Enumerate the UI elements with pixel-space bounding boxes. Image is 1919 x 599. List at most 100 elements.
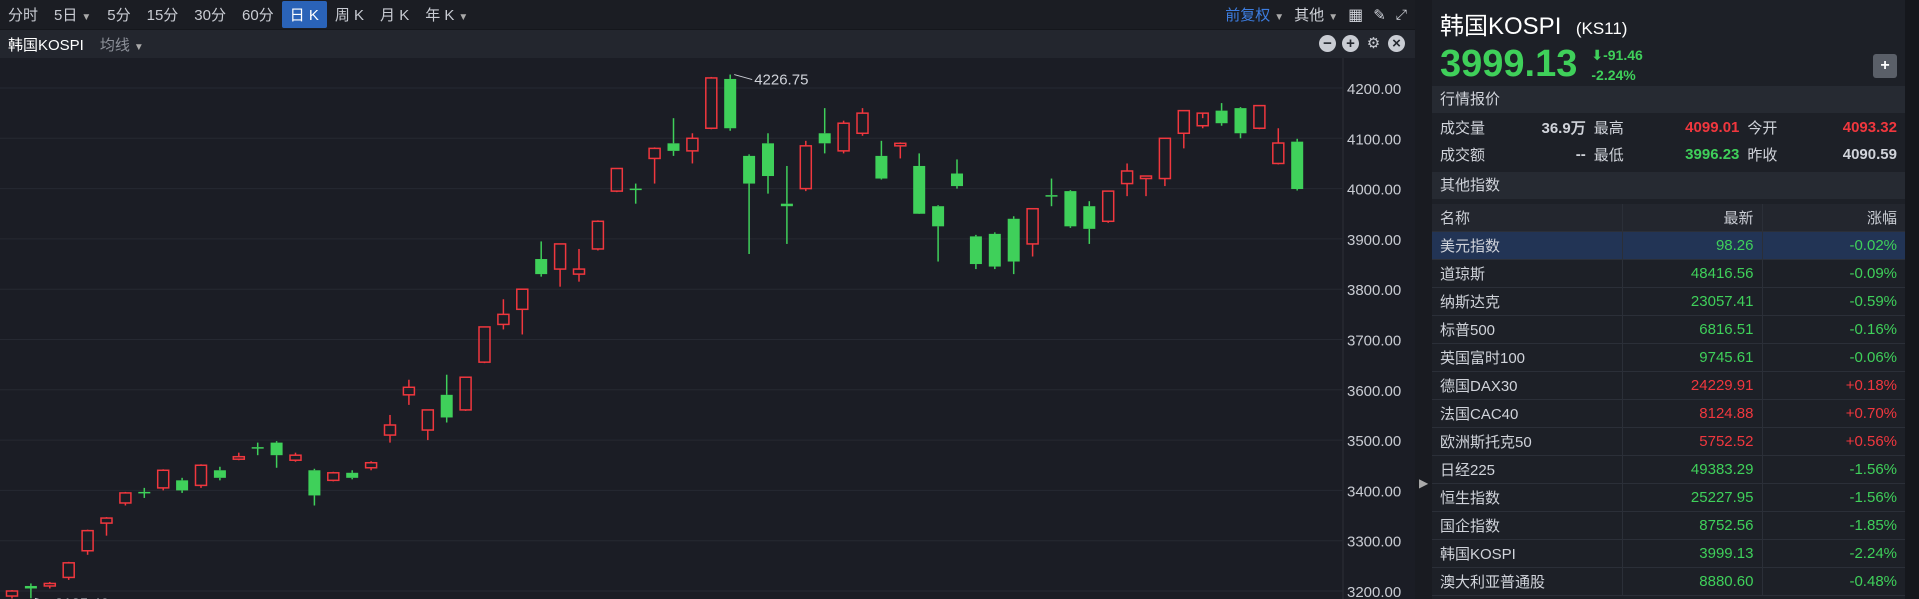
index-row[interactable]: 纳斯达克 23057.41 -0.59% <box>1432 287 1905 316</box>
index-latest: 23057.41 <box>1622 287 1763 316</box>
layout-grid-icon[interactable]: ▦ <box>1348 6 1364 24</box>
candle-body-down <box>346 472 359 478</box>
adjust-dropdown[interactable]: 前复权 ▼ <box>1225 4 1284 25</box>
y-tick-label: 3200.00 <box>1347 584 1401 599</box>
extreme-price-label: 3185.49 <box>55 595 109 599</box>
candle-body-down <box>988 233 1001 267</box>
index-change: -0.09% <box>1762 259 1905 288</box>
index-name: 欧洲斯托克50 <box>1432 427 1623 456</box>
index-row[interactable]: 澳大利亚普通股 8880.60 -0.48% <box>1432 567 1905 596</box>
y-tick-label: 3300.00 <box>1347 534 1401 551</box>
other-dropdown[interactable]: 其他 ▼ <box>1294 4 1338 25</box>
panel-collapse-gutter[interactable]: ▶ <box>1415 0 1432 599</box>
fullscreen-icon[interactable]: ⤢ <box>1395 6 1407 22</box>
chart-symbol: 韩国KOSPI <box>8 36 84 54</box>
candle-body-down <box>629 188 642 191</box>
index-change: -2.24% <box>1762 539 1905 568</box>
index-row[interactable]: 德国DAX30 24229.91 +0.18% <box>1432 371 1905 400</box>
zoom-in-icon[interactable]: + <box>1342 35 1359 52</box>
candle-body-up <box>705 77 718 129</box>
close-icon[interactable]: × <box>1388 35 1405 52</box>
period-tab[interactable]: 30分 <box>186 1 234 28</box>
candle-body-up <box>894 142 907 147</box>
index-name: 澳大利亚普通股 <box>1432 567 1623 596</box>
index-name: 标普500 <box>1432 315 1623 344</box>
gear-icon[interactable]: ⚙ <box>1366 35 1381 52</box>
other-indices-title: 其他指数 <box>1432 172 1905 199</box>
indicator-dropdown[interactable]: 均线 ▼ <box>100 34 144 55</box>
period-tab[interactable]: 周 K <box>327 1 372 28</box>
period-tab[interactable]: 5日 ▼ <box>46 1 99 28</box>
index-row[interactable]: 欧洲斯托克50 5752.52 +0.56% <box>1432 427 1905 456</box>
index-change: -0.06% <box>1762 343 1905 372</box>
index-row[interactable]: 美元指数 98.26 -0.02% <box>1432 231 1905 260</box>
period-label: 5日 <box>54 7 78 24</box>
candle-body-down <box>440 394 453 418</box>
candlestick-chart[interactable]: 3200.00 3300.00 3400.00 3500.00 3600.00 3700.… <box>0 58 1415 599</box>
brush-icon[interactable]: ✎ <box>1373 6 1386 24</box>
chevron-down-icon: ▼ <box>133 41 144 53</box>
quote-row: 成交额 -- 最低 3996.23 昨收 4090.59 <box>1432 141 1905 168</box>
index-row[interactable]: 标普500 6816.51 -0.16% <box>1432 315 1905 344</box>
col-name[interactable]: 名称 <box>1432 204 1623 232</box>
index-row[interactable]: 法国CAC40 8124.88 +0.70% <box>1432 399 1905 428</box>
period-tab[interactable]: 年 K ▼ <box>417 1 476 28</box>
index-row[interactable]: 恒生指数 25227.95 -1.56% <box>1432 483 1905 512</box>
candle-body-up <box>459 376 472 411</box>
candle-body-down <box>1234 108 1247 134</box>
period-label: 5分 <box>107 7 131 24</box>
annotation-arrow <box>734 74 753 81</box>
period-tab[interactable]: 分时 <box>0 1 46 28</box>
candle-body-up <box>289 454 302 461</box>
candle-body-down <box>969 236 982 265</box>
index-latest: 8880.60 <box>1622 567 1763 596</box>
index-change: +0.18% <box>1762 371 1905 400</box>
period-tab[interactable]: 60分 <box>234 1 282 28</box>
period-tab[interactable]: 15分 <box>139 1 187 28</box>
candle-body-down <box>1045 195 1058 197</box>
expand-arrow-icon[interactable]: ▶ <box>1419 476 1429 490</box>
index-name: 德国DAX30 <box>1432 371 1623 400</box>
candle-body-down <box>875 155 888 179</box>
quote-value: -- <box>1575 146 1586 163</box>
period-tab[interactable]: 5分 <box>99 1 138 28</box>
candle-body-up <box>856 112 869 135</box>
col-change[interactable]: 涨幅 <box>1762 204 1905 232</box>
candle-body-down <box>724 78 737 129</box>
index-latest: 49383.29 <box>1622 455 1763 484</box>
index-row[interactable]: 道琼斯 48416.56 -0.09% <box>1432 259 1905 288</box>
index-name: 国企指数 <box>1432 511 1623 540</box>
candle-body-up <box>327 472 340 482</box>
candle-body-up <box>686 137 699 152</box>
candle-body-down <box>762 143 774 177</box>
index-row[interactable]: 英国富时100 9745.61 -0.06% <box>1432 343 1905 372</box>
index-row[interactable]: 国企指数 8752.56 -1.85% <box>1432 511 1905 540</box>
period-tab[interactable]: 月 K <box>372 1 417 28</box>
chevron-down-icon: ▼ <box>1274 12 1285 23</box>
period-label: 15分 <box>146 7 179 24</box>
quote-row: 成交量 36.9万 最高 4099.01 今开 4093.32 <box>1432 114 1905 141</box>
quote-label: 成交量 <box>1440 120 1486 137</box>
candle-body-up <box>364 461 378 469</box>
candle-body-up <box>62 562 75 579</box>
quote-label: 今开 <box>1747 120 1778 137</box>
index-row[interactable]: 韩国KOSPI 3999.13 -2.24% <box>1432 539 1905 568</box>
add-watchlist-button[interactable]: + <box>1873 54 1897 78</box>
zoom-out-icon[interactable]: − <box>1319 35 1336 52</box>
period-label: 30分 <box>194 7 226 24</box>
index-change: -0.02% <box>1762 231 1905 260</box>
candle-body-down <box>1291 141 1304 190</box>
candle-body-up <box>516 288 529 311</box>
period-tab[interactable]: 日 K <box>281 1 327 28</box>
index-latest: 8124.88 <box>1622 399 1763 428</box>
y-tick-label: 4100.00 <box>1347 131 1401 148</box>
candle-body-up <box>1026 207 1039 245</box>
index-row[interactable]: 日经225 49383.29 -1.56% <box>1432 455 1905 484</box>
toolbar-right: 前复权 ▼ 其他 ▼ ▦ ✎ ⤢ <box>1225 0 1407 29</box>
y-tick-label: 3700.00 <box>1347 333 1401 350</box>
col-latest[interactable]: 最新 <box>1622 204 1763 232</box>
candle-body-up <box>1139 175 1153 180</box>
index-latest: 5752.52 <box>1622 427 1763 456</box>
candle-body-up <box>421 409 435 431</box>
